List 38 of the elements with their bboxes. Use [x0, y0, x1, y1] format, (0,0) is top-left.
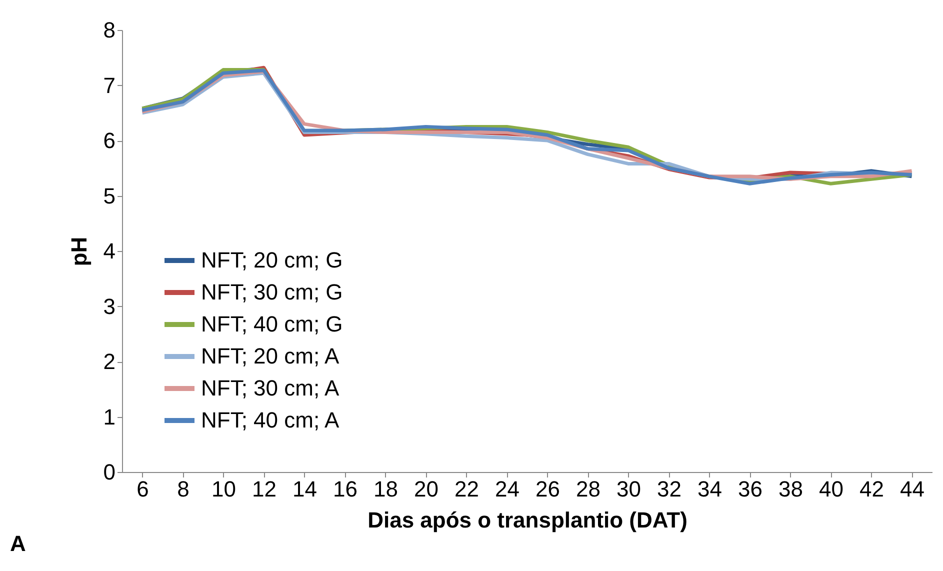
- x-tick-label: 12: [252, 476, 276, 502]
- x-tick-label: 30: [616, 476, 641, 502]
- x-tick-label: 34: [698, 476, 722, 502]
- x-tick-label: 28: [576, 476, 600, 502]
- y-tick-label: 4: [103, 238, 116, 264]
- y-tick-label: 7: [103, 72, 116, 98]
- legend-label: NFT; 40 cm; G: [201, 312, 343, 336]
- x-tick-label: 26: [536, 476, 560, 502]
- y-tick-label: 2: [103, 349, 116, 374]
- x-tick-label: 38: [778, 476, 803, 502]
- y-axis-title: pH: [66, 236, 92, 266]
- x-tick-label: 44: [900, 476, 924, 502]
- y-tick-label: 6: [103, 128, 116, 153]
- x-axis-title: Dias após o transplantio (DAT): [368, 508, 688, 532]
- x-tick-label: 22: [454, 476, 479, 502]
- x-tick-label: 10: [212, 476, 236, 502]
- y-tick-label: 8: [103, 18, 116, 42]
- x-tick-label: 16: [333, 476, 358, 502]
- x-tick-label: 14: [292, 476, 317, 502]
- x-tick-label: 8: [177, 476, 190, 502]
- x-tick-label: 18: [374, 476, 398, 502]
- y-tick-label: 3: [103, 294, 116, 319]
- legend-label: NFT; 40 cm; A: [201, 408, 340, 432]
- x-tick-label: 20: [414, 476, 438, 502]
- x-tick-label: 24: [495, 476, 520, 502]
- x-tick-label: 32: [657, 476, 682, 502]
- text: A: [10, 531, 26, 556]
- y-tick-label: 1: [103, 404, 116, 430]
- y-tick-label: 5: [103, 183, 116, 208]
- legend-label: NFT; 30 cm; G: [201, 280, 343, 304]
- x-tick-label: 42: [860, 476, 884, 502]
- legend-label: NFT; 20 cm; A: [201, 344, 340, 368]
- y-tick-label: 0: [103, 460, 116, 484]
- legend-label: NFT; 30 cm; A: [201, 376, 340, 400]
- legend-label: NFT; 20 cm; G: [201, 248, 343, 272]
- x-tick-label: 6: [136, 476, 149, 502]
- x-tick-label: 40: [819, 476, 844, 502]
- x-tick-label: 36: [738, 476, 762, 502]
